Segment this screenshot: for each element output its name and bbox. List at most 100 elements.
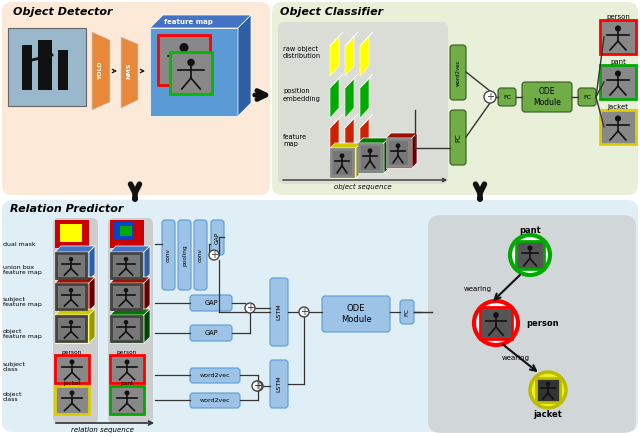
Polygon shape [330, 32, 343, 46]
Text: union box
feature map: union box feature map [3, 265, 42, 276]
Circle shape [253, 381, 263, 391]
Circle shape [510, 235, 550, 275]
Bar [358, 143, 384, 173]
FancyBboxPatch shape [578, 88, 596, 106]
Text: Object Detector: Object Detector [13, 7, 113, 17]
Polygon shape [330, 143, 361, 148]
Text: pant: pant [519, 225, 541, 235]
Bar [110, 220, 144, 248]
Text: LSTM: LSTM [276, 304, 282, 320]
Polygon shape [121, 37, 138, 108]
Polygon shape [89, 309, 95, 343]
Text: person: person [526, 319, 559, 327]
Bar [110, 386, 144, 414]
Polygon shape [89, 246, 95, 280]
Bar [56, 253, 86, 278]
Bar [111, 316, 141, 341]
FancyBboxPatch shape [428, 215, 636, 433]
Polygon shape [345, 78, 354, 118]
FancyBboxPatch shape [190, 295, 232, 311]
Circle shape [474, 301, 518, 345]
FancyBboxPatch shape [190, 393, 240, 408]
Text: GAP: GAP [204, 300, 218, 306]
Text: relation sequence: relation sequence [70, 427, 133, 433]
Circle shape [396, 143, 401, 148]
Bar [38, 40, 52, 90]
Circle shape [188, 59, 195, 66]
Text: person: person [62, 350, 82, 354]
Circle shape [68, 257, 73, 262]
Bar [600, 65, 636, 99]
Bar [516, 241, 544, 269]
Circle shape [493, 312, 499, 318]
Circle shape [209, 250, 219, 260]
Circle shape [124, 359, 129, 364]
Bar [331, 149, 353, 176]
Bar [480, 307, 512, 339]
Polygon shape [386, 133, 417, 138]
Bar [110, 355, 144, 383]
Polygon shape [412, 133, 417, 168]
Bar [55, 220, 89, 248]
Polygon shape [356, 143, 361, 178]
Bar [111, 284, 141, 309]
Bar [120, 226, 132, 236]
Polygon shape [360, 78, 369, 118]
Polygon shape [110, 309, 150, 315]
Text: object
feature map: object feature map [3, 329, 42, 339]
Text: feature
map: feature map [283, 133, 307, 146]
Polygon shape [360, 114, 373, 128]
Text: Object Classifier: Object Classifier [280, 7, 383, 17]
Text: FC: FC [503, 95, 511, 99]
Circle shape [68, 320, 73, 324]
Circle shape [484, 91, 496, 103]
Text: position
embedding: position embedding [283, 89, 321, 102]
Polygon shape [360, 36, 369, 76]
Polygon shape [55, 277, 95, 283]
Text: +: + [253, 381, 261, 391]
Circle shape [615, 25, 621, 31]
FancyBboxPatch shape [522, 82, 572, 112]
Text: person: person [606, 14, 630, 20]
Polygon shape [144, 277, 150, 311]
Circle shape [124, 320, 128, 324]
Text: jacket: jacket [63, 381, 81, 385]
Circle shape [124, 391, 129, 395]
Text: word2vec: word2vec [200, 398, 230, 403]
Polygon shape [360, 32, 373, 46]
Polygon shape [92, 32, 110, 110]
Bar [111, 253, 141, 278]
Text: ODE
Module: ODE Module [340, 304, 371, 324]
Text: subject
feature map: subject feature map [3, 296, 42, 307]
Bar [600, 20, 636, 54]
Bar [114, 222, 134, 239]
Polygon shape [55, 309, 95, 315]
Polygon shape [345, 74, 358, 88]
FancyBboxPatch shape [108, 218, 153, 423]
Bar [22, 45, 32, 90]
Polygon shape [330, 36, 339, 76]
Bar [55, 386, 89, 414]
Polygon shape [110, 246, 150, 252]
Text: +: + [300, 307, 308, 317]
Polygon shape [345, 114, 358, 128]
Circle shape [615, 71, 621, 77]
Polygon shape [110, 277, 150, 283]
Circle shape [124, 288, 128, 293]
Text: LSTM: LSTM [276, 376, 282, 392]
Polygon shape [144, 246, 150, 280]
Text: GAP: GAP [215, 232, 220, 244]
Text: word2vec: word2vec [456, 59, 461, 86]
Polygon shape [330, 118, 339, 158]
Polygon shape [345, 32, 358, 46]
Bar [387, 139, 409, 166]
FancyBboxPatch shape [270, 360, 288, 408]
Circle shape [530, 372, 566, 408]
Text: jacket: jacket [534, 409, 563, 419]
Text: pant: pant [120, 381, 134, 385]
FancyBboxPatch shape [2, 2, 270, 195]
Text: FC: FC [404, 308, 410, 316]
Bar [8, 28, 86, 106]
Text: FC: FC [455, 133, 461, 142]
Text: Relation Predictor: Relation Predictor [10, 204, 124, 214]
